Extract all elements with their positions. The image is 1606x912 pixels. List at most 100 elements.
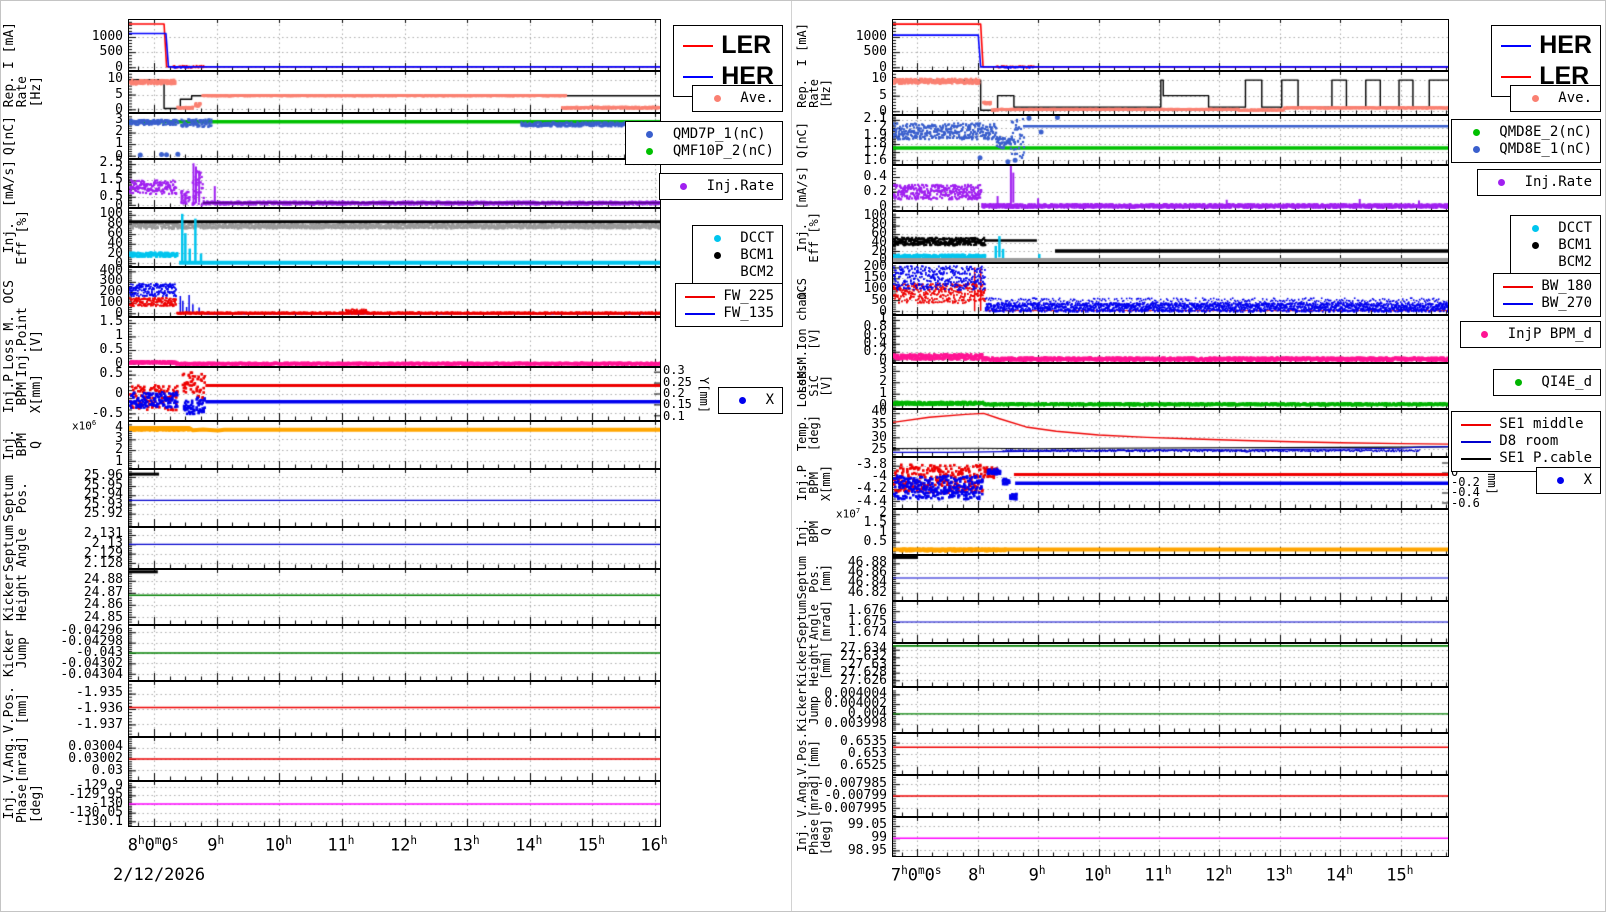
legend-label: FW_135 — [723, 305, 774, 321]
plot-area-v-ang[interactable] — [892, 775, 1449, 817]
legend-entry: Ave. — [1519, 90, 1592, 107]
y-tick-label: -129.95 — [68, 786, 123, 802]
plot-area-ocs[interactable] — [892, 263, 1449, 315]
y-tick-label: -1.936 — [76, 701, 123, 716]
legend-line-marker-icon — [1500, 75, 1532, 78]
y-tick-label: 0.6 — [863, 327, 887, 343]
dot-swatch-icon — [1481, 331, 1489, 338]
plot-area-temperature[interactable] — [892, 409, 1449, 457]
plot-canvas-inj-rate[interactable] — [893, 166, 1448, 210]
plot-area-lossm-sic[interactable] — [892, 363, 1449, 409]
x-tick-label: 14h — [515, 834, 543, 856]
plot-area-injp-bpm-x[interactable] — [128, 367, 661, 421]
plot-area-septum-angle[interactable] — [128, 527, 661, 569]
legend-label: DCCT — [1558, 220, 1592, 236]
plot-canvas-septum-pos[interactable] — [129, 470, 660, 526]
plot-area-inj-phase[interactable] — [892, 817, 1449, 857]
plot-canvas-inj-phase[interactable] — [893, 818, 1448, 856]
plot-canvas-beam-current[interactable] — [893, 20, 1448, 70]
plot-area-v-pos[interactable] — [892, 733, 1449, 775]
plot-canvas-injp-bpm-x[interactable] — [129, 368, 660, 420]
legend-dot-marker-icon — [727, 397, 759, 404]
y-tick-label: 40 — [871, 404, 887, 420]
plot-canvas-inj-phase[interactable] — [129, 782, 660, 826]
plot-area-inj-rate[interactable] — [128, 159, 661, 208]
plot-row-temperature: Temp. [deg] 40 35 30 25 — [794, 405, 1605, 457]
plot-area-injp-bpm-x[interactable] — [892, 457, 1449, 509]
plot-canvas-rep-rate[interactable] — [129, 72, 660, 112]
legend-label: BCM1 — [1558, 237, 1592, 253]
plot-area-lossm-ion-chamber[interactable] — [892, 315, 1449, 363]
plot-area-rep-rate[interactable] — [128, 71, 661, 113]
plot-area-inj-phase[interactable] — [128, 781, 661, 827]
plot-canvas-kicker-height[interactable] — [893, 644, 1448, 686]
y-tick-label: 150 — [863, 269, 887, 285]
y-tick-label: 500 — [99, 44, 123, 60]
plot-canvas-septum-angle[interactable] — [893, 602, 1448, 642]
plot-area-rep-rate[interactable] — [892, 71, 1449, 115]
plot-area-inj-eff[interactable] — [892, 211, 1449, 263]
plot-area-kicker-jump[interactable] — [892, 687, 1449, 733]
dot-swatch-icon — [713, 235, 721, 242]
plot-area-ocs[interactable] — [128, 267, 661, 317]
right-tick-label: 0.2 — [663, 386, 685, 400]
plot-canvas-injp-bpm-x[interactable] — [893, 458, 1448, 508]
plot-canvas-kicker-jump[interactable] — [129, 626, 660, 680]
legend-entry: BW_180 — [1502, 278, 1592, 295]
plot-canvas-v-pos[interactable] — [893, 734, 1448, 774]
plot-canvas-inj-rate[interactable] — [129, 160, 660, 207]
legend-entry: DCCT — [701, 230, 774, 247]
plot-canvas-inj-eff[interactable] — [129, 209, 660, 266]
plot-canvas-bunch-charge[interactable] — [893, 116, 1448, 164]
legend-dot-marker-icon — [1460, 129, 1492, 136]
plot-canvas-ocs[interactable] — [129, 268, 660, 316]
plot-canvas-temperature[interactable] — [893, 410, 1448, 456]
plot-canvas-septum-angle[interactable] — [129, 528, 660, 568]
plot-canvas-inj-eff[interactable] — [893, 212, 1448, 262]
plot-canvas-lossm-sic[interactable] — [893, 364, 1448, 408]
plot-area-inj-rate[interactable] — [892, 165, 1449, 211]
legend-label: QI4E_d — [1541, 374, 1592, 390]
y-tick-label: 0.03004 — [68, 739, 123, 755]
plot-area-beam-current[interactable] — [128, 19, 661, 71]
y-tick-label: -0.04304 — [60, 666, 123, 682]
plot-area-inj-eff[interactable] — [128, 208, 661, 267]
plot-canvas-loss-monitor[interactable] — [129, 318, 660, 366]
y-tick-label: -0.5 — [91, 406, 123, 422]
plot-area-bunch-charge[interactable] — [892, 115, 1449, 165]
plot-area-kicker-height[interactable] — [892, 643, 1449, 687]
y-tick-label: 0 — [115, 148, 123, 164]
plot-canvas-inj-bpm-q[interactable] — [129, 422, 660, 468]
plot-area-kicker-height[interactable] — [128, 569, 661, 625]
plot-canvas-v-ang[interactable] — [893, 776, 1448, 816]
plot-canvas-lossm-ion-chamber[interactable] — [893, 316, 1448, 362]
plot-row-ocs: OCS 200 150 100 50 0 — [794, 259, 1605, 318]
plot-area-inj-bpm-q[interactable] — [128, 421, 661, 469]
plot-area-septum-pos[interactable] — [128, 469, 661, 527]
plot-canvas-v-ang[interactable] — [129, 738, 660, 780]
plot-area-septum-pos[interactable] — [892, 555, 1449, 601]
plot-area-bunch-charge[interactable] — [128, 113, 661, 159]
plot-area-inj-bpm-q[interactable] — [892, 509, 1449, 555]
plot-area-v-ang[interactable] — [128, 737, 661, 781]
plot-canvas-kicker-height[interactable] — [129, 570, 660, 624]
dot-swatch-icon — [1557, 477, 1565, 484]
plot-canvas-v-pos[interactable] — [129, 682, 660, 736]
plot-area-kicker-jump[interactable] — [128, 625, 661, 681]
plot-canvas-septum-pos[interactable] — [893, 556, 1448, 600]
plot-canvas-beam-current[interactable] — [129, 20, 660, 70]
x-tick-label: 14h — [1325, 864, 1353, 886]
plot-area-beam-current[interactable] — [892, 19, 1449, 71]
plot-area-v-pos[interactable] — [128, 681, 661, 737]
line-swatch-icon — [1461, 457, 1492, 460]
plot-canvas-rep-rate[interactable] — [893, 72, 1448, 114]
plot-area-septum-angle[interactable] — [892, 601, 1449, 643]
plot-canvas-kicker-jump[interactable] — [893, 688, 1448, 732]
legend-label: SE1 middle — [1499, 416, 1584, 432]
plot-canvas-bunch-charge[interactable] — [129, 114, 660, 158]
plot-area-loss-monitor[interactable] — [128, 317, 661, 367]
legend-dot-marker-icon — [701, 95, 733, 102]
plot-canvas-inj-bpm-q[interactable] — [893, 510, 1448, 554]
plot-canvas-ocs[interactable] — [893, 264, 1448, 314]
y-tick-label: 24.88 — [83, 572, 123, 588]
